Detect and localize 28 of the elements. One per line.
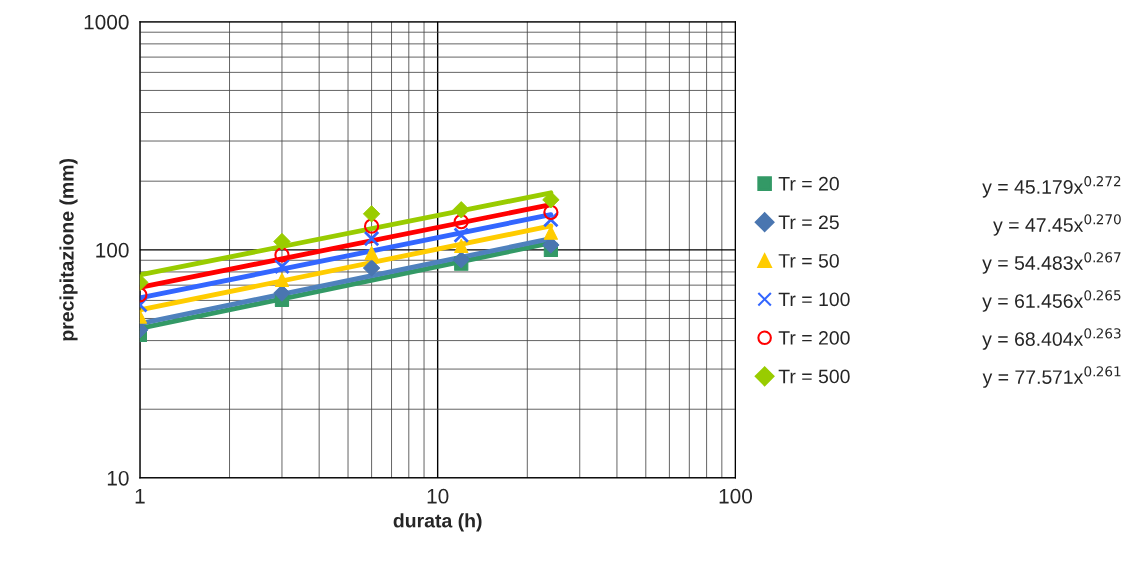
text: y = 77.571x$^{0.261}$ xyxy=(982,366,1121,388)
point xyxy=(542,211,559,228)
point xyxy=(543,225,559,240)
legend-label: Tr = 25 xyxy=(778,215,839,230)
legend-label: Tr = 500 xyxy=(778,369,850,384)
point xyxy=(274,272,290,287)
point xyxy=(454,238,469,254)
x-tick-label: 10 xyxy=(427,488,449,504)
point xyxy=(273,258,290,275)
x-tick-label: 1 xyxy=(135,489,145,504)
y-tick-label: 100 xyxy=(96,242,129,258)
legend-label: Tr = 20 xyxy=(778,176,839,191)
y-tick-label: 1000 xyxy=(84,14,129,30)
legend-label: Tr = 50 xyxy=(778,253,839,268)
text: y = 68.404x$^{0.263}$ xyxy=(982,328,1121,350)
point xyxy=(364,246,379,261)
text: y = 54.483x$^{0.267}$ xyxy=(982,252,1121,274)
point xyxy=(453,227,470,244)
y-axis-title: precipitazione (mm) xyxy=(59,158,78,341)
legend-label: Tr = 100 xyxy=(778,292,850,307)
text: y = 45.179x$^{0.272}$ xyxy=(982,176,1121,198)
x-tick-label: 100 xyxy=(719,488,753,504)
text: y = 47.45x$^{0.270}$ xyxy=(993,214,1121,236)
point xyxy=(363,230,380,247)
text: y = 61.456x$^{0.265}$ xyxy=(982,290,1121,312)
x-axis-title: durata (h) xyxy=(393,513,482,532)
y-tick-label: 10 xyxy=(107,470,129,486)
legend-label: Tr = 200 xyxy=(778,331,850,345)
